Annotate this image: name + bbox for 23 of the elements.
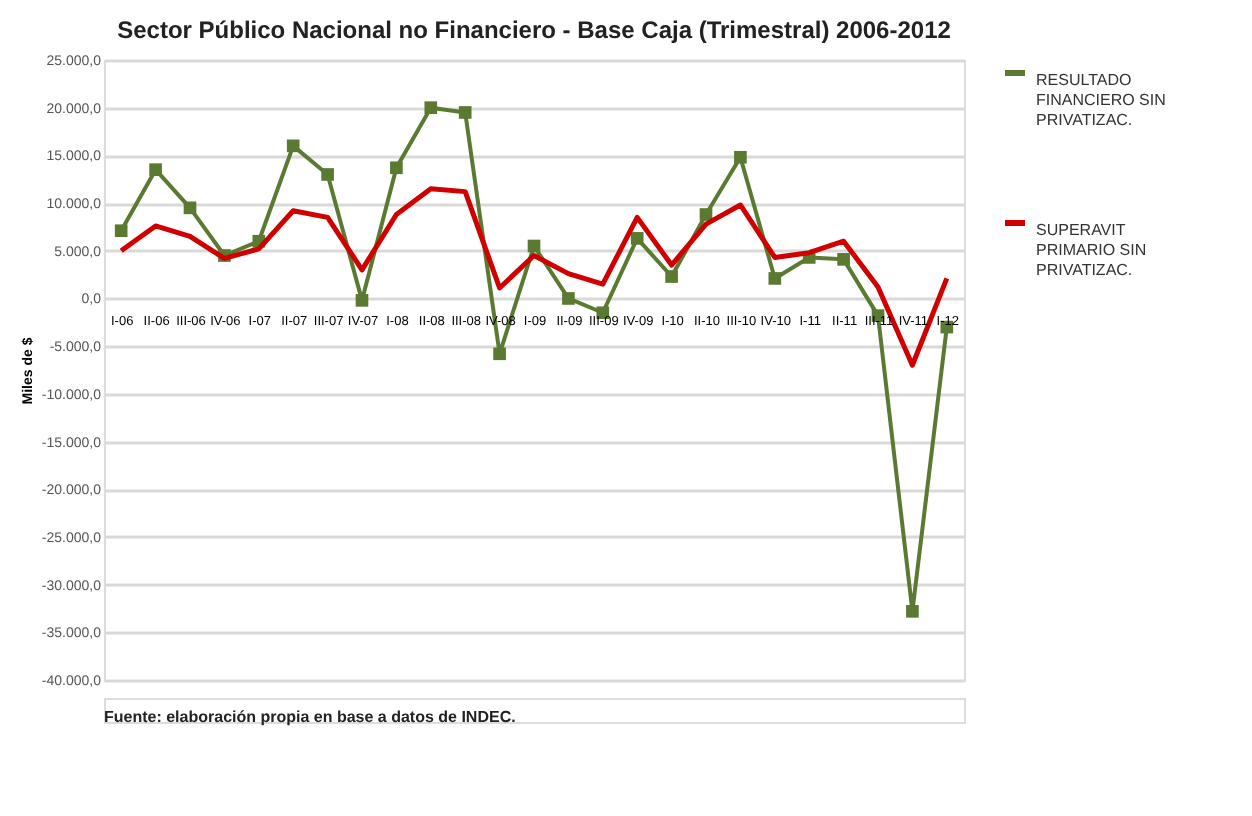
- point: [114, 224, 128, 238]
- point: [458, 106, 472, 119]
- point: [630, 232, 644, 245]
- point: [906, 605, 919, 618]
- point: [734, 150, 747, 164]
- legend-label: RESULTADO FINANCIERO SIN PRIVATIZAC.: [1036, 71, 1167, 129]
- point: [321, 168, 334, 181]
- point: [562, 292, 575, 305]
- source-note: Fuente: elaboración propia en base a datos de INDEC.: [104, 708, 516, 726]
- point: [527, 239, 541, 253]
- point: [424, 101, 438, 115]
- point: [665, 270, 678, 283]
- point: [493, 347, 506, 361]
- point: [699, 208, 713, 221]
- point: [390, 161, 403, 175]
- point: [183, 201, 197, 215]
- legend-label: SUPERAVIT PRIMARIO SIN PRIVATIZAC.: [1036, 221, 1147, 279]
- point: [355, 294, 369, 307]
- point: [837, 253, 850, 266]
- point: [768, 272, 782, 285]
- chart-title: Sector Público Nacional no Financiero - Base Caja (Trimestral) 2006-2012: [117, 16, 952, 44]
- point: [286, 139, 300, 153]
- point: [149, 163, 162, 177]
